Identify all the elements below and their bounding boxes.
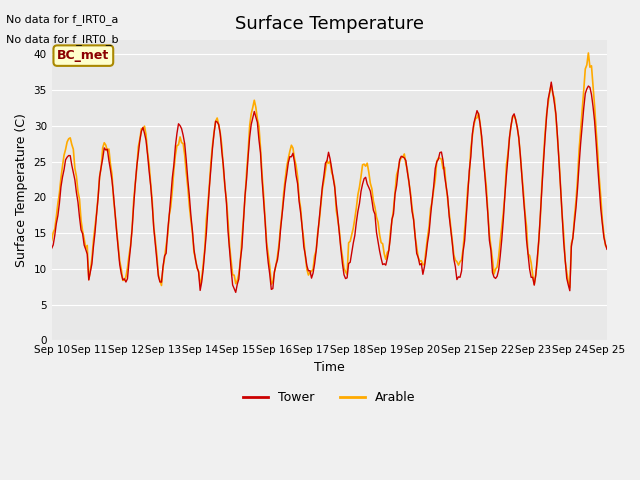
Legend: Tower, Arable: Tower, Arable (238, 386, 420, 409)
Y-axis label: Surface Temperature (C): Surface Temperature (C) (15, 113, 28, 267)
Text: BC_met: BC_met (57, 49, 109, 62)
Text: No data for f_IRT0_a: No data for f_IRT0_a (6, 14, 119, 25)
X-axis label: Time: Time (314, 361, 345, 374)
Text: No data for f_IRT0_b: No data for f_IRT0_b (6, 34, 119, 45)
Title: Surface Temperature: Surface Temperature (235, 15, 424, 33)
